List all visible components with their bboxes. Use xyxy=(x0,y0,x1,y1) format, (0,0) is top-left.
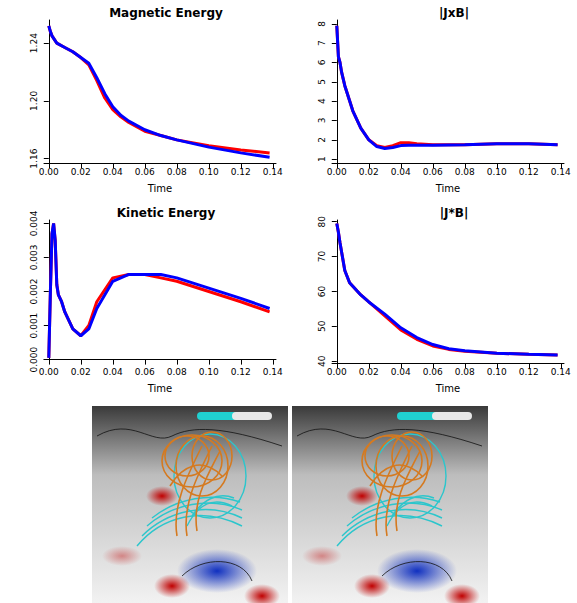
svg-text:6: 6 xyxy=(317,59,327,65)
svg-text:Magnetic Energy: Magnetic Energy xyxy=(109,6,223,20)
svg-text:0.02: 0.02 xyxy=(71,367,91,377)
svg-text:0.00: 0.00 xyxy=(39,167,59,177)
svg-text:50: 50 xyxy=(317,320,327,332)
svg-text:8: 8 xyxy=(317,21,327,27)
svg-text:Kinetic Energy: Kinetic Energy xyxy=(117,206,216,220)
svg-text:2: 2 xyxy=(317,137,327,143)
svg-text:0.10: 0.10 xyxy=(199,367,219,377)
svg-text:0.001: 0.001 xyxy=(29,313,39,339)
svg-text:0.14: 0.14 xyxy=(551,367,571,377)
svg-text:|J*B|: |J*B| xyxy=(440,206,469,220)
svg-text:70: 70 xyxy=(317,251,327,263)
svg-text:0.14: 0.14 xyxy=(551,167,571,177)
svg-text:0.14: 0.14 xyxy=(263,367,283,377)
svg-text:0.08: 0.08 xyxy=(167,167,187,177)
svg-text:0.08: 0.08 xyxy=(455,367,475,377)
svg-text:1.24: 1.24 xyxy=(29,33,39,53)
svg-text:0.06: 0.06 xyxy=(135,367,155,377)
svg-text:60: 60 xyxy=(317,286,327,298)
svg-text:3: 3 xyxy=(317,118,327,124)
svg-text:Time: Time xyxy=(435,383,460,394)
svg-text:80: 80 xyxy=(317,216,327,228)
svg-text:Time: Time xyxy=(147,383,172,394)
svg-text:0.12: 0.12 xyxy=(231,367,251,377)
svg-text:Time: Time xyxy=(147,183,172,194)
svg-text:0.08: 0.08 xyxy=(455,167,475,177)
svg-text:0.003: 0.003 xyxy=(29,245,39,271)
svg-text:0.06: 0.06 xyxy=(135,167,155,177)
svg-text:0.02: 0.02 xyxy=(359,167,379,177)
svg-text:0.02: 0.02 xyxy=(359,367,379,377)
svg-text:1.16: 1.16 xyxy=(29,148,39,168)
svg-text:0.12: 0.12 xyxy=(519,367,539,377)
svg-text:0.02: 0.02 xyxy=(71,167,91,177)
svg-text:0.10: 0.10 xyxy=(487,367,507,377)
svg-text:0.04: 0.04 xyxy=(103,367,123,377)
svg-text:0.004: 0.004 xyxy=(29,210,39,236)
svg-text:0.00: 0.00 xyxy=(327,167,347,177)
svg-text:5: 5 xyxy=(317,79,327,85)
svg-text:|JxB|: |JxB| xyxy=(439,6,469,20)
svg-text:40: 40 xyxy=(317,355,327,367)
svg-text:0.002: 0.002 xyxy=(29,279,39,305)
svg-text:0.10: 0.10 xyxy=(199,167,219,177)
svg-text:0.10: 0.10 xyxy=(487,167,507,177)
svg-text:0.04: 0.04 xyxy=(103,167,123,177)
svg-text:0.00: 0.00 xyxy=(327,367,347,377)
svg-text:0.04: 0.04 xyxy=(391,367,411,377)
svg-text:7: 7 xyxy=(317,40,327,46)
svg-text:1: 1 xyxy=(317,156,327,162)
svg-text:Time: Time xyxy=(435,183,460,194)
svg-text:0.12: 0.12 xyxy=(519,167,539,177)
svg-text:0.06: 0.06 xyxy=(423,167,443,177)
svg-text:0.14: 0.14 xyxy=(263,167,283,177)
svg-text:0.04: 0.04 xyxy=(391,167,411,177)
svg-text:0.12: 0.12 xyxy=(231,167,251,177)
svg-text:1.20: 1.20 xyxy=(29,91,39,111)
svg-text:0.08: 0.08 xyxy=(167,367,187,377)
svg-text:0.000: 0.000 xyxy=(29,346,39,372)
svg-text:0.06: 0.06 xyxy=(423,367,443,377)
svg-text:0.00: 0.00 xyxy=(39,367,59,377)
svg-text:4: 4 xyxy=(317,98,327,104)
